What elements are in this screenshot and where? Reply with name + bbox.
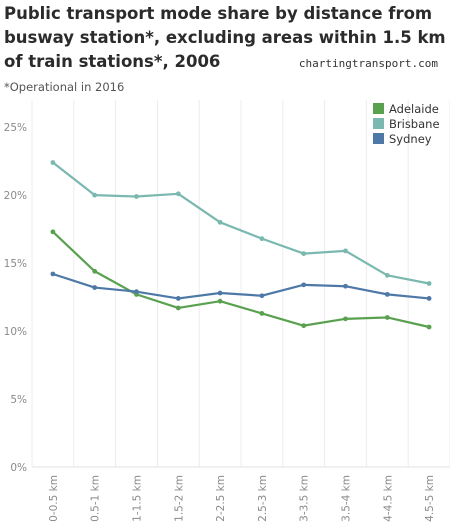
chart-subtitle: *Operational in 2016 (4, 80, 125, 94)
data-point-sydney (301, 282, 307, 288)
x-tick-label: 0-0.5 km (48, 475, 60, 522)
source-credit: chartingtransport.com (298, 57, 438, 70)
legend-swatch-adelaide (373, 103, 384, 114)
series-lines (50, 160, 432, 330)
data-point-brisbane (343, 248, 348, 254)
data-point-adelaide (426, 324, 432, 330)
x-tick-label: 2-2.5 km (215, 475, 227, 522)
x-tick-label: 0.5-1 km (90, 475, 102, 522)
data-point-brisbane (426, 281, 432, 286)
y-tick-label: 5% (10, 394, 27, 406)
x-tick-label: 3-3.5 km (299, 475, 311, 522)
data-point-adelaide (217, 298, 223, 304)
x-axis-ticks: 0-0.5 km 0.5-1 km 1-1.5 km 1.5-2 km 2-2.5 km… (48, 475, 436, 522)
data-point-brisbane (134, 194, 139, 199)
legend-label-brisbane: Brisbane (389, 117, 440, 131)
data-point-brisbane (384, 272, 390, 278)
series-line-adelaide (52, 231, 430, 329)
x-tick-label: 1.5-2 km (173, 475, 185, 522)
legend-label-sydney: Sydney (389, 132, 432, 146)
data-point-sydney (50, 271, 56, 277)
data-point-brisbane (175, 191, 181, 197)
data-point-adelaide (50, 229, 56, 235)
data-point-sydney (175, 296, 181, 301)
y-axis-ticks: 0% 5% 10% 15% 20% 25% (4, 122, 27, 474)
chart-title: Public transport mode share by distance … (4, 4, 446, 71)
data-point-adelaide (259, 311, 265, 316)
series-line-brisbane (52, 161, 430, 285)
y-tick-label: 15% (4, 258, 27, 270)
x-tick-label: 4-4.5 km (382, 475, 394, 522)
data-point-brisbane (301, 251, 307, 256)
data-point-adelaide (175, 305, 181, 311)
data-point-sydney (426, 296, 432, 301)
data-point-sydney (217, 290, 223, 296)
data-point-brisbane (50, 160, 56, 165)
x-tick-label: 1-1.5 km (132, 475, 144, 522)
y-tick-label: 25% (4, 122, 27, 134)
grid-lines (31, 100, 450, 468)
data-point-brisbane (259, 236, 265, 242)
data-point-sydney (384, 291, 390, 297)
data-point-sydney (92, 285, 98, 290)
data-point-adelaide (92, 268, 98, 274)
data-point-sydney (343, 283, 348, 289)
data-point-adelaide (301, 323, 307, 329)
y-tick-label: 20% (4, 190, 27, 202)
data-point-adelaide (384, 315, 390, 320)
data-point-brisbane (217, 219, 223, 225)
y-tick-label: 10% (4, 326, 27, 338)
data-point-sydney (134, 289, 139, 295)
data-point-brisbane (92, 192, 98, 198)
legend-swatch-sydney (373, 133, 384, 144)
data-point-sydney (259, 293, 265, 299)
y-tick-label: 0% (10, 462, 27, 474)
x-tick-label: 2.5-3 km (257, 475, 269, 522)
legend-swatch-brisbane (373, 118, 384, 129)
x-tick-label: 4.5-5 km (424, 475, 436, 522)
legend-label-adelaide: Adelaide (389, 102, 439, 116)
x-tick-label: 3.5-4 km (341, 475, 353, 522)
series-line-sydney (52, 272, 430, 300)
data-point-adelaide (343, 316, 348, 322)
